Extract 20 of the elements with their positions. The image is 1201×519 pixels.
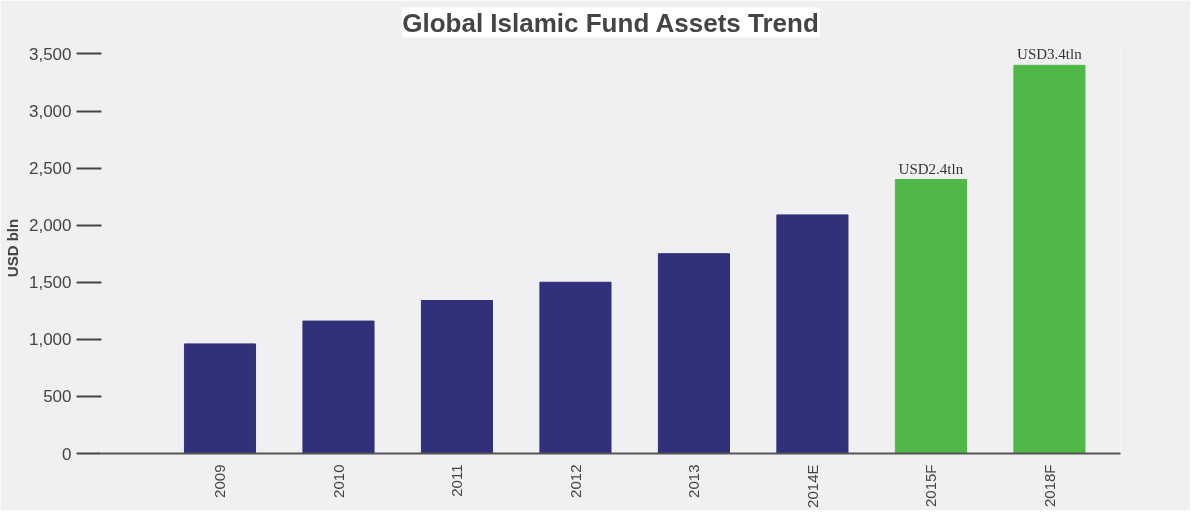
- x-tick-label: 2010: [329, 464, 347, 498]
- x-tick-label: 2009: [211, 464, 229, 498]
- y-tick-label: 1,000: [28, 330, 72, 350]
- x-tick-label: 2011: [448, 464, 466, 497]
- y-tick-label: 0: [62, 444, 72, 464]
- y-axis-title: USD bln: [3, 218, 21, 278]
- y-tick-label: 3,000: [28, 102, 72, 121]
- data-label: USD2.4tln: [898, 160, 964, 177]
- y-tick-label: 1,500: [28, 273, 72, 293]
- y-tick-label: 3,500: [28, 44, 72, 64]
- y-tick-label: 500: [43, 387, 72, 407]
- x-tick-label: 2012: [566, 464, 584, 498]
- x-tick-label: 2018F: [1040, 464, 1058, 508]
- y-tick-label: 2,500: [28, 159, 72, 179]
- chart-title: Global Islamic Fund Assets Trend: [402, 7, 819, 38]
- x-tick-label: 2015F: [922, 464, 940, 508]
- x-tick-label: 2014E: [803, 464, 821, 508]
- data-label: USD3.4tln: [1017, 46, 1083, 63]
- y-tick-label: 2,000: [28, 216, 72, 236]
- x-tick-label: 2013: [685, 464, 703, 498]
